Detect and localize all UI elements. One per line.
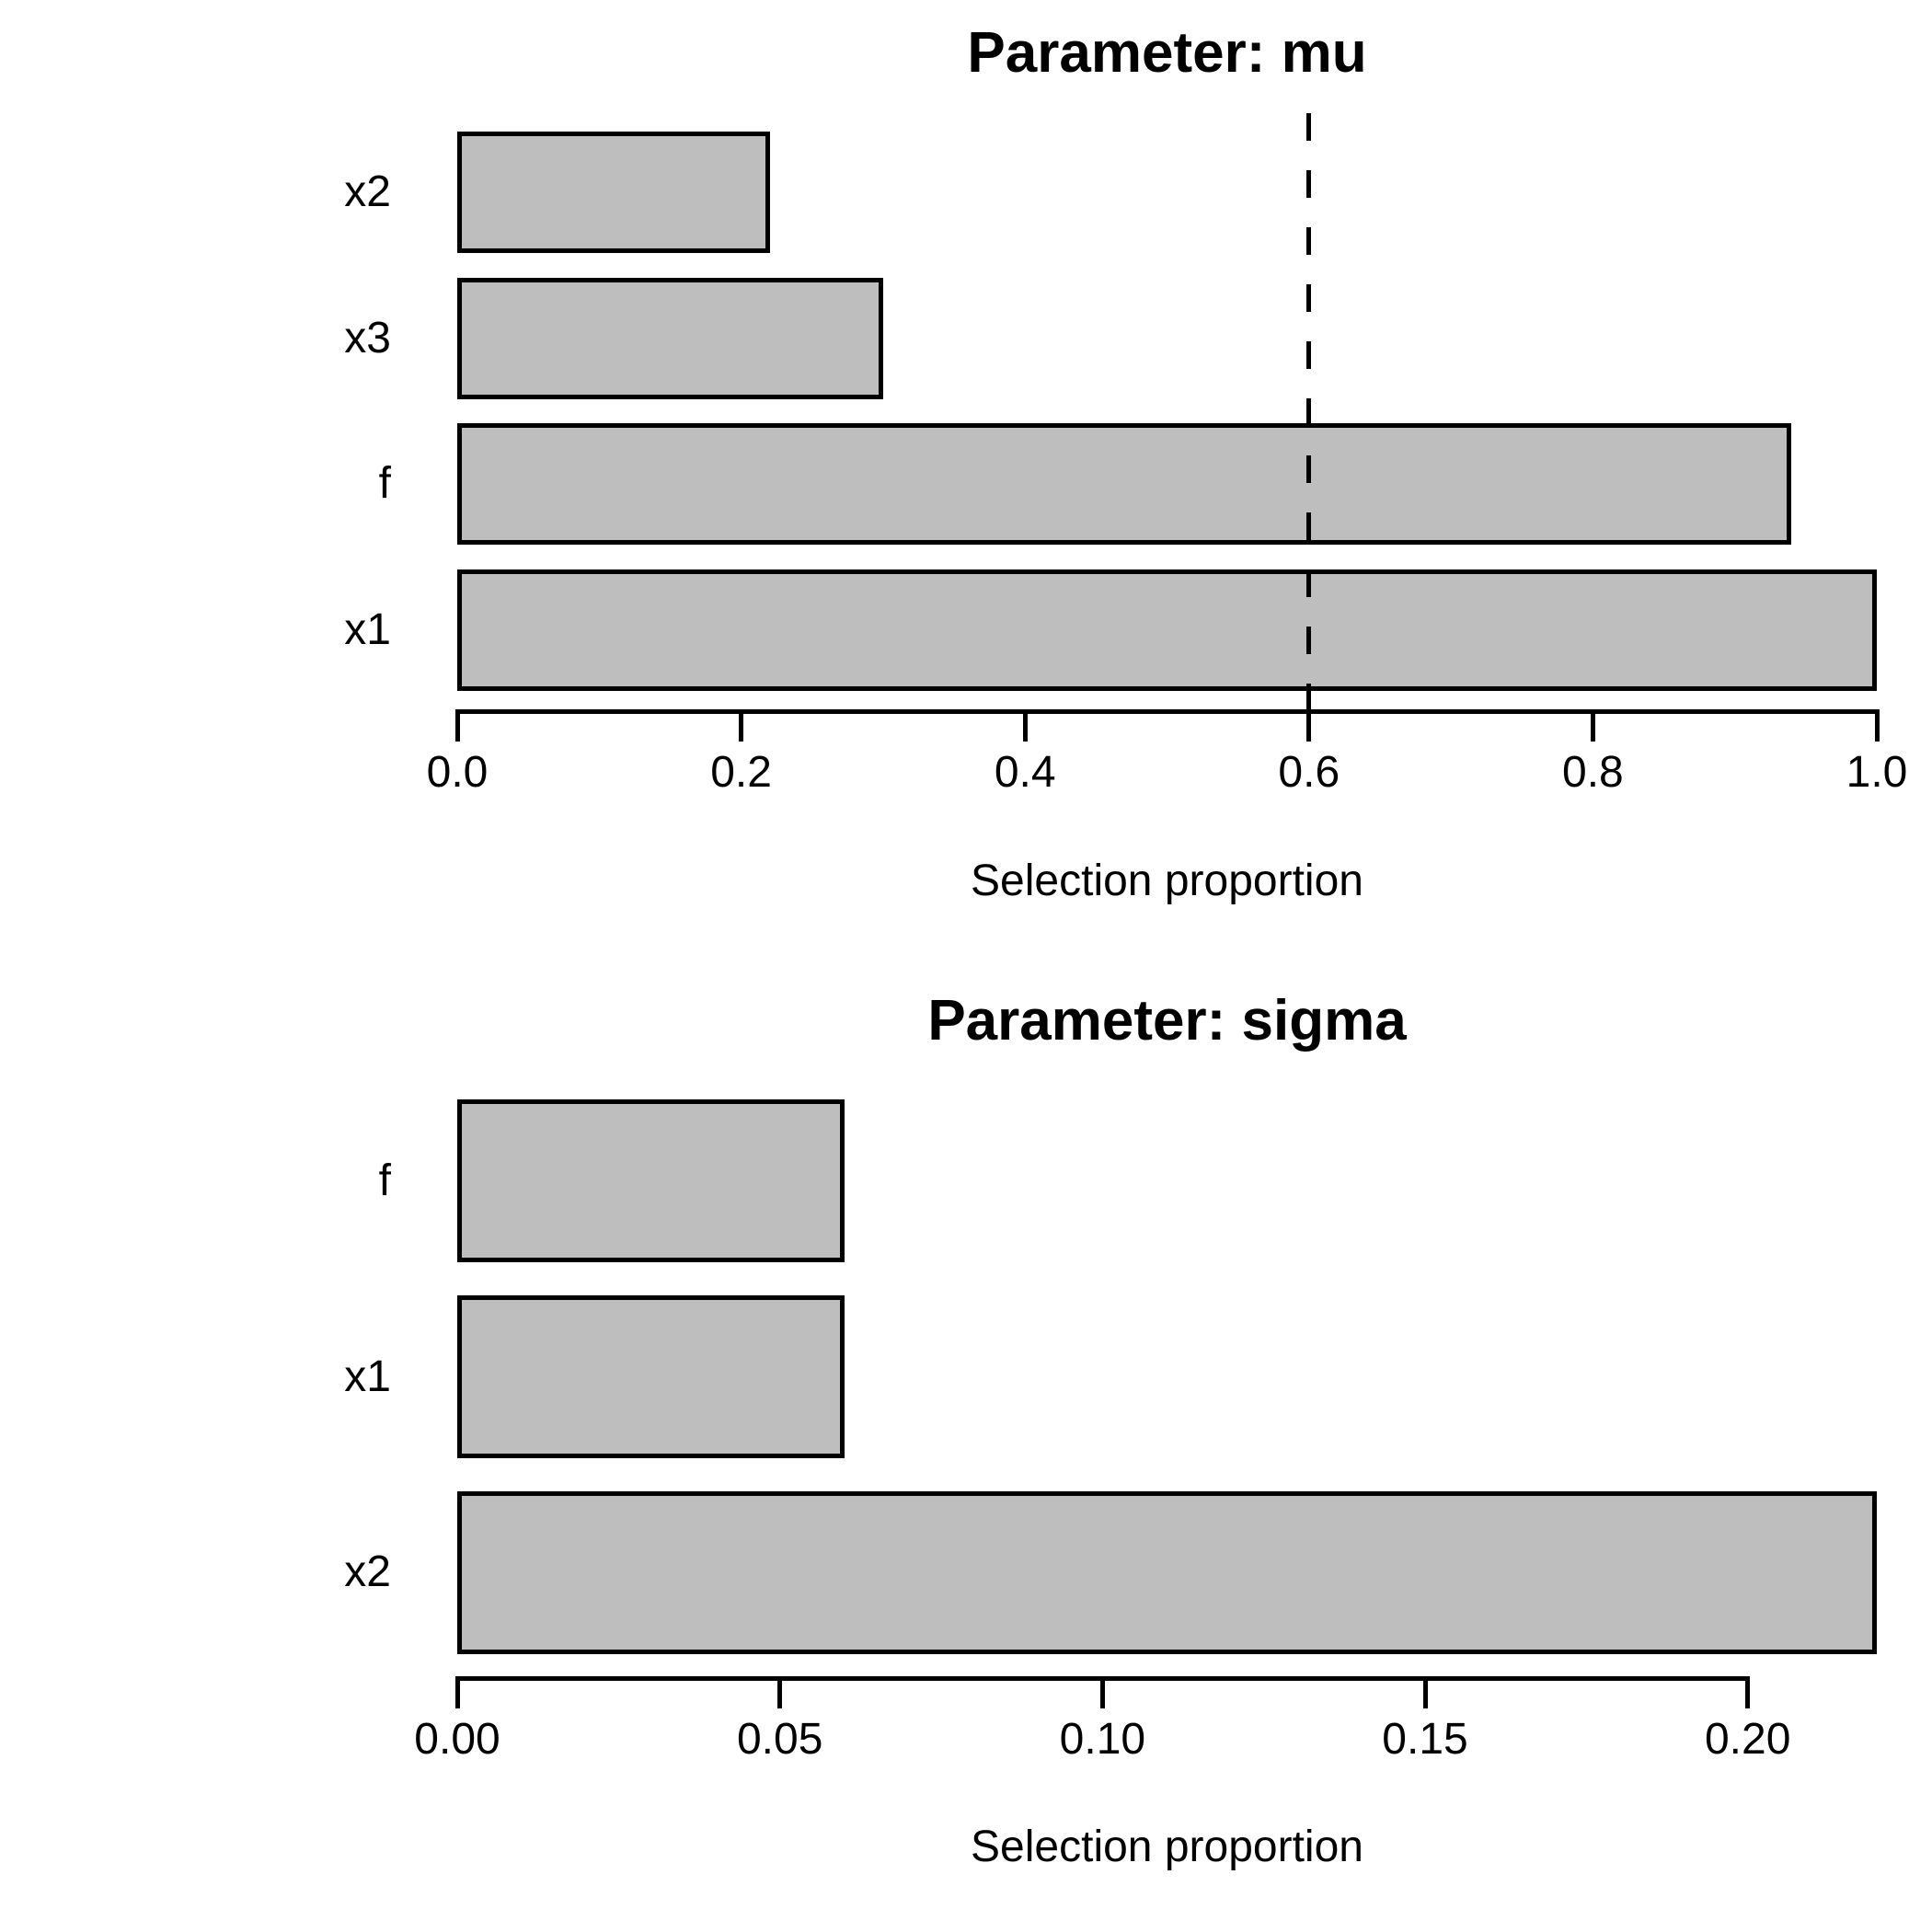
category-label-x1: x1 <box>344 1351 391 1401</box>
x-axis-tick-label: 0.2 <box>710 748 772 797</box>
bar-x1 <box>457 569 1877 691</box>
bar-x1 <box>457 1294 845 1459</box>
bar-x3 <box>457 277 883 399</box>
x-axis-tick-label: 0.10 <box>1059 1715 1146 1764</box>
x-axis-tick-label: 0.8 <box>1562 748 1624 797</box>
x-axis-tick <box>1422 1681 1428 1708</box>
bar-f <box>457 423 1792 546</box>
category-label-x2: x2 <box>344 167 391 217</box>
x-axis-label-mu: Selection proportion <box>971 857 1363 905</box>
chart-title-sigma: Parameter: sigma <box>927 989 1407 1052</box>
x-axis-tick <box>777 1681 783 1708</box>
x-axis-tick <box>1590 714 1595 742</box>
category-label-x1: x1 <box>344 604 391 654</box>
x-axis-tick <box>739 714 744 742</box>
x-axis-tick <box>1099 1681 1105 1708</box>
x-axis-tick-label: 0.0 <box>426 748 489 797</box>
x-axis-tick-label: 1.0 <box>1846 748 1908 797</box>
category-label-x3: x3 <box>344 313 391 362</box>
cutoff-line <box>1306 113 1312 727</box>
x-axis-tick-label: 0.00 <box>414 1715 500 1764</box>
category-label-x2: x2 <box>344 1547 391 1597</box>
x-axis-tick <box>1874 714 1880 742</box>
x-axis-tick-label: 0.05 <box>736 1715 823 1764</box>
bar-x2 <box>457 1490 1877 1654</box>
category-label-f: f <box>378 459 391 509</box>
x-axis-tick-label: 0.6 <box>1278 748 1340 797</box>
category-label-f: f <box>378 1156 391 1205</box>
bar-x2 <box>457 132 770 254</box>
x-axis-tick <box>454 714 460 742</box>
x-axis-tick-label: 0.4 <box>994 748 1056 797</box>
x-axis-tick <box>1745 1681 1751 1708</box>
x-axis-tick-label: 0.20 <box>1704 1715 1791 1764</box>
x-axis-tick <box>1306 714 1312 742</box>
x-axis-line <box>454 1676 1751 1681</box>
x-axis-tick-label: 0.15 <box>1382 1715 1468 1764</box>
x-axis-tick <box>1022 714 1028 742</box>
bar-f <box>457 1099 845 1263</box>
x-axis-line <box>454 709 1880 714</box>
x-axis-tick <box>454 1681 460 1708</box>
x-axis-label-sigma: Selection proportion <box>971 1823 1363 1871</box>
chart-title-mu: Parameter: mu <box>967 21 1367 85</box>
